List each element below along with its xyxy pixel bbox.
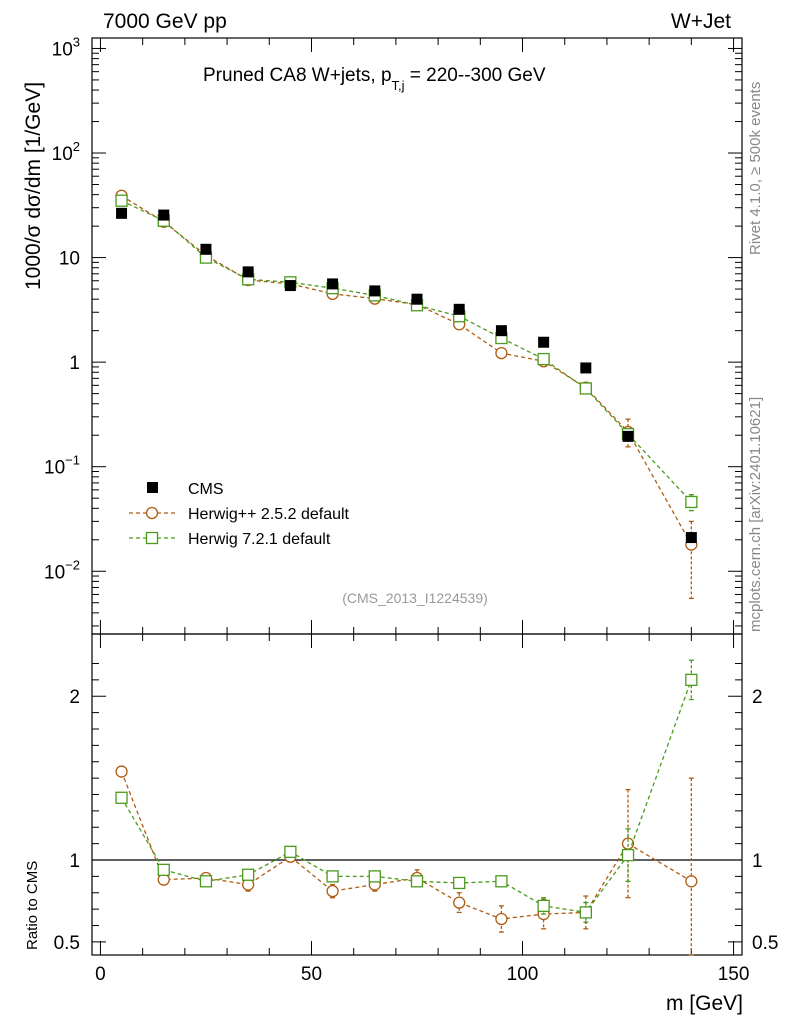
ratio-point [199, 875, 213, 888]
rivet-version-label: Rivet 4.1.0, ≥ 500k events [747, 82, 764, 255]
series-2 [115, 194, 698, 512]
series-0 [116, 207, 697, 544]
ratio-point [579, 906, 592, 919]
data-point [495, 346, 508, 360]
ratio-point [326, 870, 339, 883]
ratio-y-tick-label-right: 2 [752, 687, 763, 708]
ratio-panel: 0 50 100 150 2 2 1 1 0.5 0.5 [54, 38, 778, 985]
ratio-point [115, 791, 128, 804]
chart-title-subscript: T,j [392, 78, 405, 93]
data-point [685, 495, 698, 509]
data-point [495, 325, 507, 337]
ratio-point [410, 875, 424, 888]
main-y-tick-label: 10−2 [44, 557, 80, 583]
data-point [242, 266, 254, 278]
x-tick-label: 0 [95, 964, 106, 985]
data-point [200, 243, 212, 255]
ratio-point [157, 863, 170, 876]
data-point [116, 207, 128, 219]
x-tick-label: 150 [718, 964, 750, 985]
ratio-point [685, 875, 698, 888]
data-point [538, 336, 550, 348]
chart-title-tail: = 220--300 GeV [405, 65, 546, 86]
data-point [115, 194, 128, 207]
data-point [453, 303, 465, 315]
ratio-point [537, 899, 550, 913]
ratio-point [495, 875, 508, 888]
data-point [158, 209, 170, 221]
data-point [327, 278, 339, 290]
ratio-line [120, 679, 692, 914]
ratio-point [368, 870, 381, 883]
data-point [284, 280, 296, 292]
mcplots-label: mcplots.cern.ch [arXiv:2401.10621] [747, 397, 764, 632]
ratio-point [453, 876, 466, 890]
main-y-tick-label: 103 [52, 34, 80, 60]
data-point [579, 382, 592, 395]
ratio-ylabel: Ratio to CMS [24, 861, 41, 950]
ratio-y-tick-label: 0.5 [54, 933, 80, 954]
data-point [622, 430, 634, 442]
ratio-point [326, 884, 339, 898]
ratio-point [242, 868, 255, 881]
main-ylabel: 1000/σ dσ/dm [1/GeV] [22, 82, 45, 290]
header-left-label: 7000 GeV pp [103, 10, 227, 33]
main-y-tick-label: 10 [59, 249, 80, 270]
ratio-point [453, 896, 466, 909]
main-y-tick-label: 102 [52, 139, 80, 165]
data-point [411, 293, 423, 305]
ratio-y-tick-label-right: 1 [752, 851, 763, 872]
ratio-y-tick-label: 2 [69, 687, 80, 708]
legend-marker-cms [147, 482, 158, 493]
ratio-frame [91, 633, 743, 956]
legend-label-cms: CMS [188, 481, 224, 498]
x-tick-label: 50 [301, 964, 322, 985]
data-point [369, 285, 381, 297]
ratio-point [495, 912, 508, 926]
analysis-id-label: (CMS_2013_I1224539) [342, 590, 488, 606]
main-y-tick-label: 10−1 [44, 453, 80, 479]
x-axis-label: m [GeV] [666, 992, 743, 1015]
ratio-point [685, 673, 698, 687]
ratio-point [621, 848, 635, 862]
legend-marker-herwigpp [145, 506, 159, 520]
legend-label-herwig7: Herwig 7.2.1 default [188, 531, 331, 548]
header-right-label: W+Jet [671, 10, 731, 33]
legend-marker-herwig7 [145, 531, 159, 545]
ratio-y-tick-label-right: 0.5 [752, 933, 778, 954]
data-point [685, 532, 697, 544]
ratio-y-tick-label: 1 [69, 851, 80, 872]
series-line [121, 195, 692, 545]
legend: CMS Herwig++ 2.5.2 default Herwig 7.2.1 … [129, 481, 350, 548]
chart-title-main: Pruned CA8 W+jets, p [203, 65, 392, 86]
main-y-tick-label: 1 [69, 353, 80, 374]
ratio-point [284, 845, 297, 858]
data-point [537, 352, 550, 366]
ratio-line [120, 771, 692, 920]
x-tick-label: 100 [507, 964, 539, 985]
ratio-point [115, 765, 128, 778]
ratio-series-2 [115, 659, 698, 923]
legend-label-herwigpp: Herwig++ 2.5.2 default [188, 506, 350, 523]
data-point [580, 362, 592, 374]
chart-title: Pruned CA8 W+jets, pT,j = 220--300 GeV [203, 65, 546, 93]
